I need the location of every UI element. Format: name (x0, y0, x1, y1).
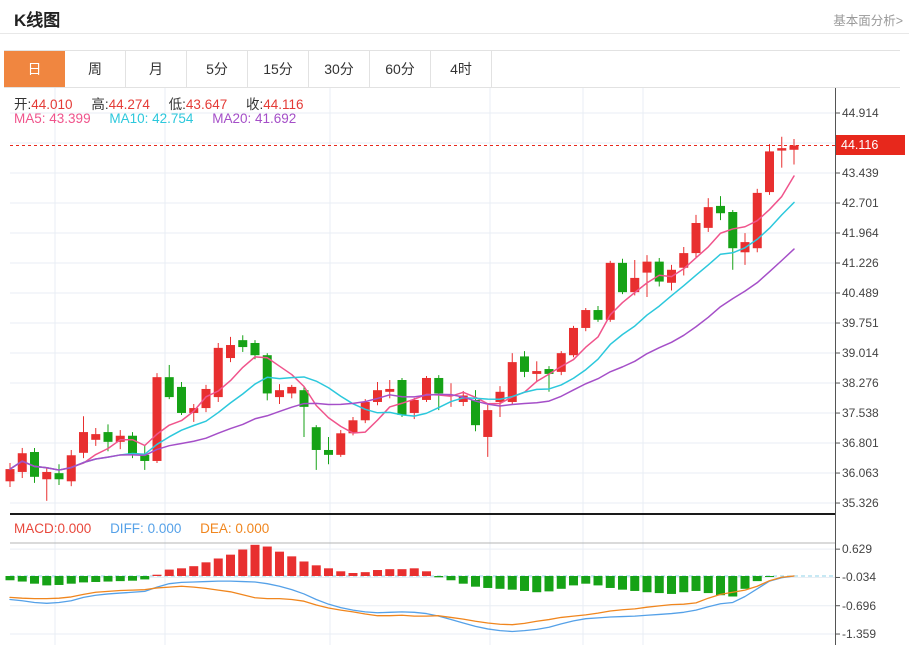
ma20-legend: MA20: 41.692 (212, 111, 297, 126)
macd-axis-label: 0.629 (842, 542, 873, 557)
diff-value: DIFF: 0.000 (110, 521, 182, 536)
price-axis-label: 37.538 (842, 406, 879, 421)
interval-tabbar: 日 周 月 5分 15分 30分 60分 4时 (4, 50, 900, 88)
price-axis-label: 41.226 (842, 256, 879, 271)
price-axis-label: 43.439 (842, 166, 879, 180)
tab-4hour[interactable]: 4时 (431, 51, 492, 87)
macd-axis-label: -0.034 (842, 570, 877, 585)
price-axis-label: 38.276 (842, 376, 879, 391)
price-axis-label: 39.014 (842, 346, 879, 360)
ohlc-low: 低:43.647 (168, 97, 228, 112)
ohlc-legend: 开:44.010 高:44.274 低:43.647 收:44.116 (14, 93, 319, 113)
price-axis-label: 44.914 (842, 106, 879, 120)
ohlc-close: 收:44.116 (245, 97, 304, 112)
tab-day[interactable]: 日 (4, 51, 65, 87)
ma10-legend: MA10: 42.754 (109, 111, 194, 126)
ohlc-high: 高:44.274 (91, 97, 150, 112)
price-axis-label: 39.751 (842, 316, 879, 331)
current-price-badge: 44.116 (836, 135, 905, 156)
tab-60min[interactable]: 60分 (370, 51, 431, 87)
tab-week[interactable]: 周 (65, 51, 126, 87)
price-axis-label: 42.701 (842, 196, 879, 211)
price-axis-label: 36.801 (842, 436, 879, 451)
price-axis-label: 36.063 (842, 466, 879, 481)
macd-legend: MACD:0.000 DIFF: 0.000 DEA: 0.000 (14, 521, 284, 536)
dea-value: DEA: 0.000 (200, 521, 270, 536)
macd-axis-label: -0.696 (842, 598, 877, 613)
ohlc-open: 开:44.010 (14, 97, 73, 112)
fundamental-analysis-link[interactable]: 基本面分析> (833, 14, 903, 28)
ma5-legend: MA5: 43.399 (14, 111, 91, 126)
price-axis-label: 41.964 (842, 226, 879, 240)
header-divider (0, 33, 909, 34)
tab-month[interactable]: 月 (126, 51, 187, 87)
ma-legend: MA5: 43.399 MA10: 42.754 MA20: 41.692 (14, 111, 311, 126)
price-axis-label: 35.326 (842, 496, 879, 511)
macd-value: MACD:0.000 (14, 521, 92, 536)
tab-5min[interactable]: 5分 (187, 51, 248, 87)
page-title: K线图 (14, 11, 61, 30)
price-axis-label: 40.489 (842, 286, 879, 300)
chart-plot-area[interactable] (10, 88, 835, 645)
tab-30min[interactable]: 30分 (309, 51, 370, 87)
tab-15min[interactable]: 15分 (248, 51, 309, 87)
macd-axis-label: -1.359 (842, 627, 877, 642)
